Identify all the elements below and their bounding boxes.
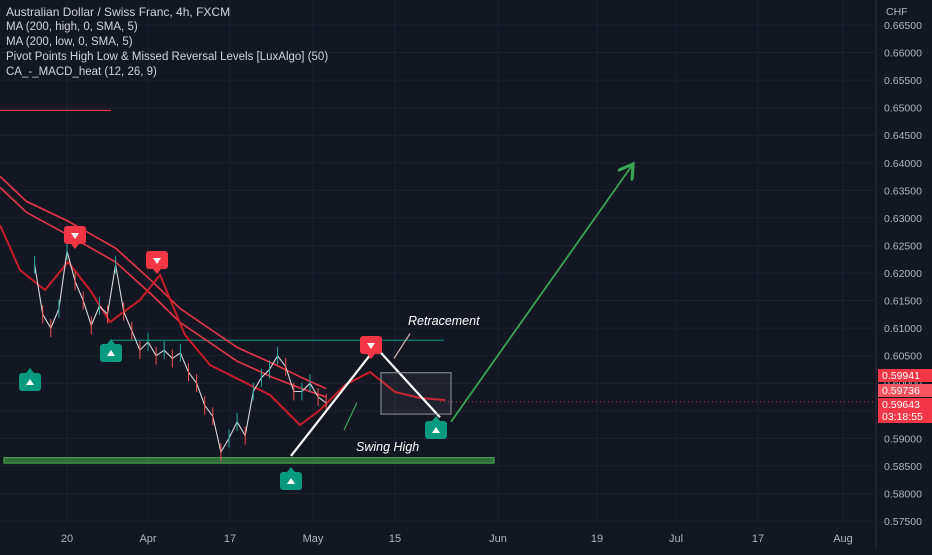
annotations: Retracement Swing High	[356, 314, 480, 454]
y-tick-label: 0.66000	[884, 48, 922, 60]
price-axis: 0.66500 0.66000 0.65500 0.65000 0.64500 0.640…	[875, 0, 932, 550]
currency-label: CHF	[886, 6, 908, 18]
grid	[0, 0, 876, 522]
x-tick-label: Aug	[833, 533, 853, 545]
indicator-macd-heat[interactable]: CA_-_MACD_heat (12, 26, 9)	[6, 66, 157, 78]
pivot-high-marker[interactable]	[360, 336, 382, 359]
pivot-markers	[19, 226, 447, 490]
y-tick-label: 0.64500	[884, 130, 922, 142]
y-tick-label: 0.66500	[884, 20, 922, 32]
pivot-high-marker[interactable]	[146, 251, 168, 274]
ma-high-line[interactable]	[0, 175, 327, 390]
y-tick-label: 0.58000	[884, 488, 922, 500]
y-tick-label: 0.65500	[884, 75, 922, 87]
price-tag: 0.59736	[878, 384, 932, 397]
price-axis-bg[interactable]	[876, 0, 932, 550]
x-tick-label: Jun	[489, 533, 507, 545]
x-tick-label: 15	[389, 533, 401, 545]
retracement-pointer	[393, 333, 411, 359]
retracement-line[interactable]	[375, 346, 441, 419]
y-tick-label: 0.63000	[884, 213, 922, 225]
consolidation-box[interactable]	[380, 372, 452, 415]
price-tag: 0.59643	[878, 398, 932, 411]
projection-arrow[interactable]	[450, 166, 632, 423]
pivot-low-marker[interactable]	[19, 368, 41, 391]
user-drawings	[290, 166, 632, 457]
indicator-ma-low[interactable]: MA (200, low, 0, SMA, 5)	[6, 36, 133, 48]
support-zone	[3, 457, 495, 464]
price-tag-text: 0.59643	[882, 399, 920, 411]
indicator-pivot-points[interactable]: Pivot Points High Low & Missed Reversal …	[6, 51, 329, 63]
time-axis: 20 Apr 17 May 15 Jun 19 Jul 17 Aug	[61, 533, 853, 545]
x-tick-label: 17	[752, 533, 764, 545]
pivot-high-marker[interactable]	[64, 226, 86, 249]
x-tick-label: May	[303, 533, 324, 545]
x-tick-label: 20	[61, 533, 73, 545]
price-tag-text: 0.59941	[882, 370, 920, 382]
pivot-low-marker[interactable]	[100, 339, 122, 362]
price-series	[34, 241, 327, 462]
y-tick-label: 0.59000	[884, 433, 922, 445]
chart-legend: Australian Dollar / Swiss Franc, 4h, FXC…	[6, 5, 328, 80]
indicator-ma-high[interactable]: MA (200, high, 0, SMA, 5)	[6, 21, 138, 33]
swing-high-label: Swing High	[356, 440, 419, 454]
y-tick-label: 0.60500	[884, 351, 922, 363]
price-tag: 0.59941	[878, 369, 932, 382]
pivot-low-marker[interactable]	[280, 467, 302, 490]
level-lines	[0, 109, 876, 403]
ema-line[interactable]	[0, 224, 446, 427]
retracement-label: Retracement	[408, 314, 480, 328]
x-tick-label: Jul	[669, 533, 683, 545]
x-tick-label: 19	[591, 533, 603, 545]
swing-up-line[interactable]	[290, 346, 377, 457]
y-tick-label: 0.61000	[884, 323, 922, 335]
moving-averages	[0, 175, 446, 427]
price-tag: 03:18:55	[878, 410, 932, 423]
y-tick-label: 0.64000	[884, 158, 922, 170]
y-tick-label: 0.62000	[884, 268, 922, 280]
x-tick-label: Apr	[139, 533, 156, 545]
x-tick-label: 17	[224, 533, 236, 545]
price-tag-text: 03:18:55	[882, 411, 923, 423]
support-zone-rect[interactable]	[3, 457, 495, 464]
price-tag-text: 0.59736	[882, 385, 920, 397]
y-tick-label: 0.65000	[884, 103, 922, 115]
swing-high-pointer	[343, 402, 358, 431]
symbol-title[interactable]: Australian Dollar / Swiss Franc, 4h, FXC…	[6, 5, 231, 19]
y-tick-label: 0.58500	[884, 461, 922, 473]
y-tick-label: 0.57500	[884, 516, 922, 528]
y-tick-label: 0.61500	[884, 296, 922, 308]
y-tick-label: 0.62500	[884, 240, 922, 252]
pivot-low-marker[interactable]	[425, 416, 447, 439]
y-tick-label: 0.63500	[884, 185, 922, 197]
